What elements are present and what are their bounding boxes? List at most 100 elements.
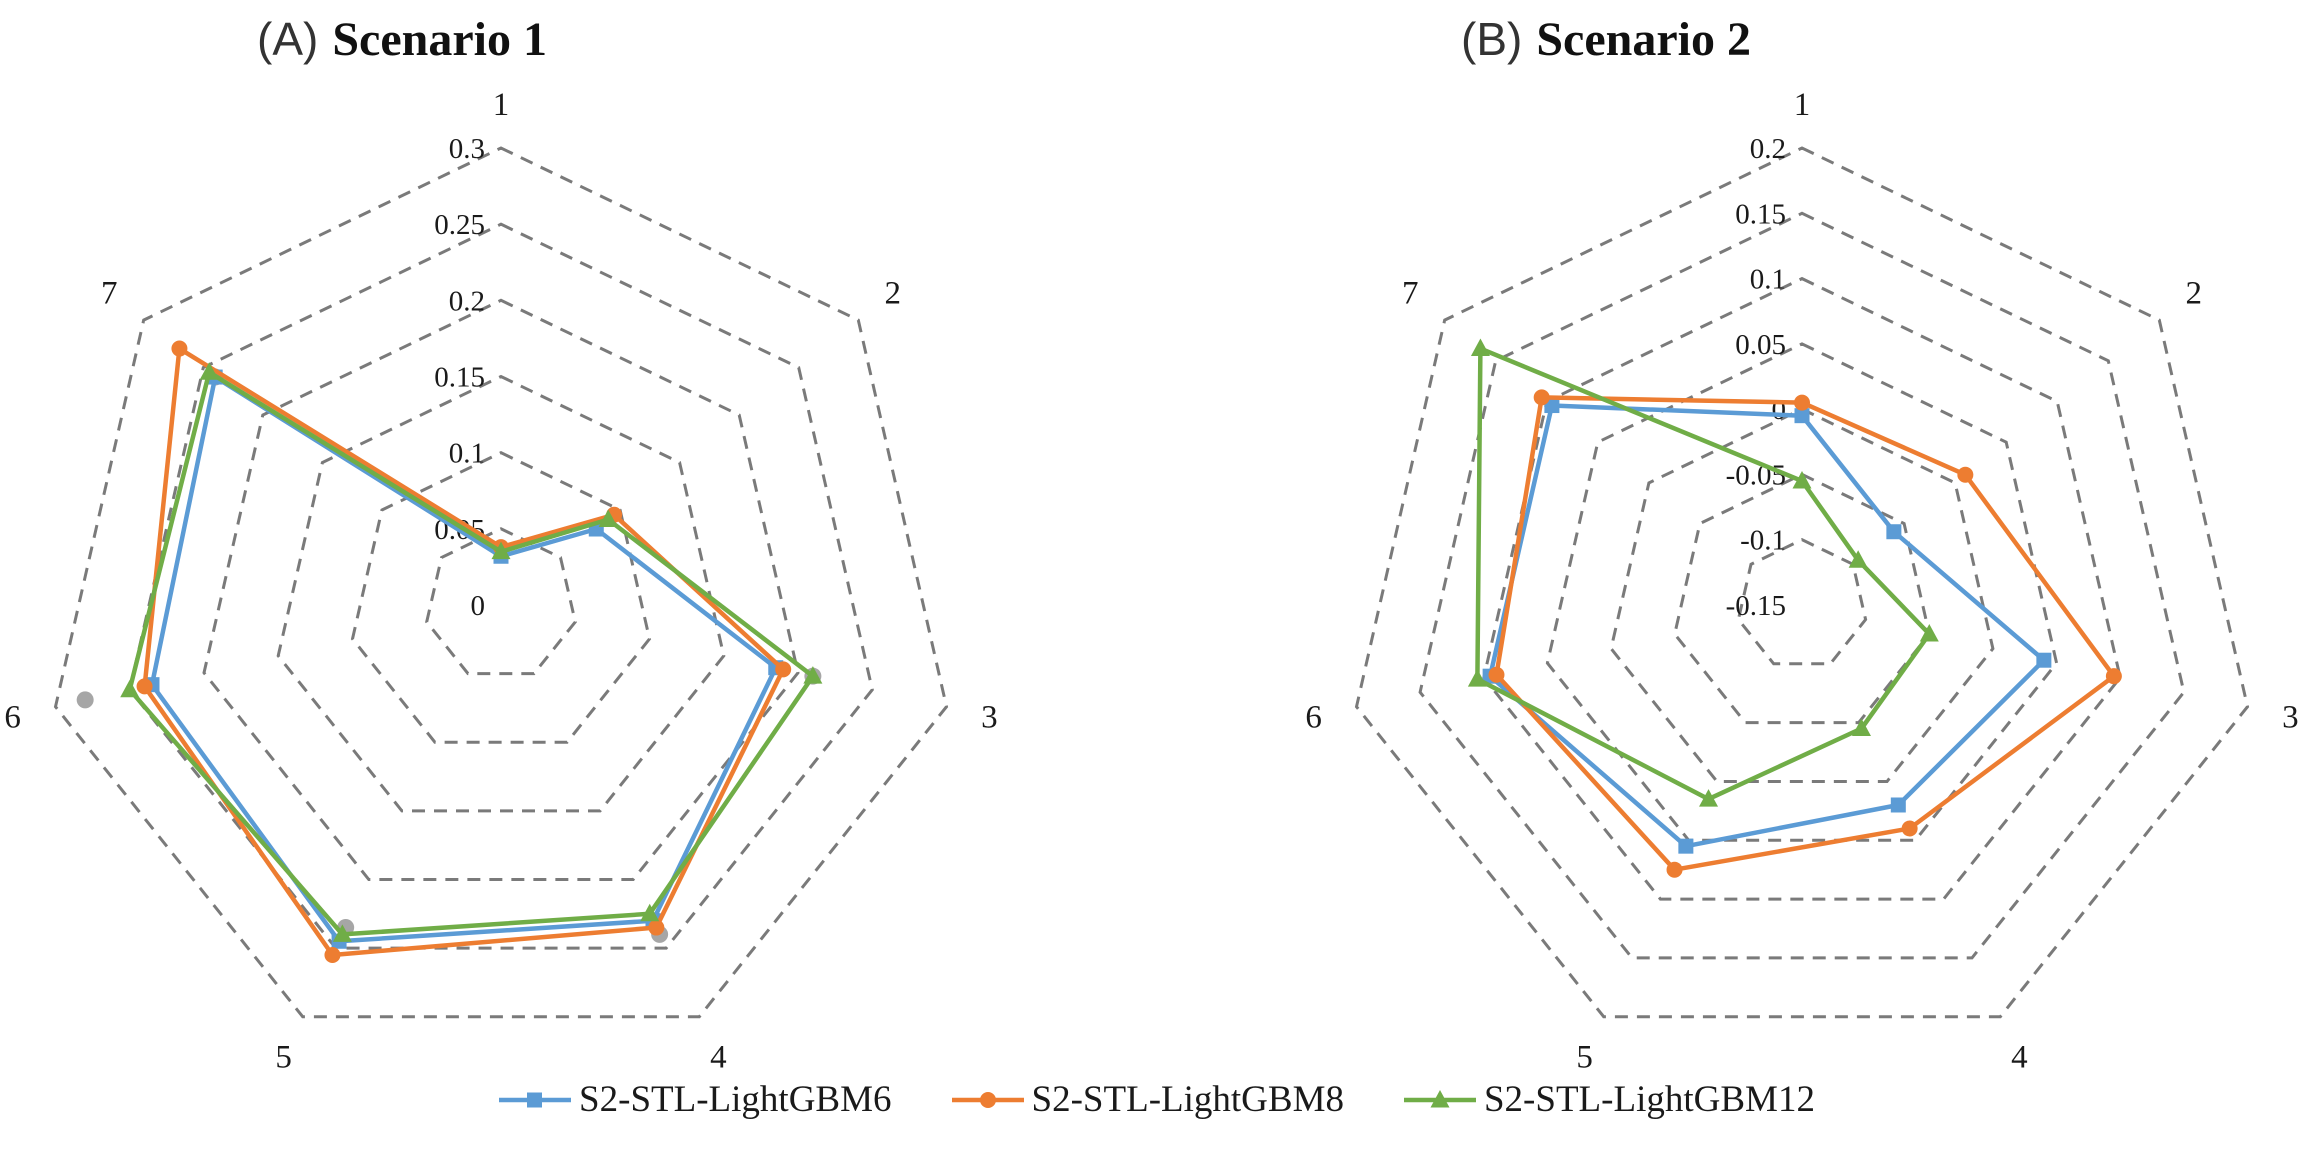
legend-marker-triangle bbox=[1430, 1089, 1450, 1107]
series-marker-circle bbox=[1666, 861, 1683, 878]
series-marker-square bbox=[2036, 652, 2052, 668]
chart-title-scenario-2: (B) Scenario 2 bbox=[1396, 12, 1816, 67]
series-marker-square bbox=[1886, 524, 1902, 540]
series-marker-circle bbox=[136, 678, 153, 695]
category-label: 6 bbox=[4, 700, 21, 736]
series-line-S2-STL-LightGBM8 bbox=[142, 346, 786, 958]
legend-item-s2-stl-lightgbm12: S2-STL-LightGBM12 bbox=[1402, 1078, 1815, 1121]
series-marker-triangle bbox=[332, 924, 352, 942]
category-label: 4 bbox=[710, 1039, 727, 1075]
category-label: 2 bbox=[884, 276, 901, 312]
tick-label: 0.3 bbox=[449, 133, 485, 165]
series-marker-circle bbox=[171, 340, 188, 357]
series-marker-circle bbox=[1488, 666, 1505, 683]
tick-label: 0.1 bbox=[449, 438, 485, 470]
category-label: 5 bbox=[275, 1039, 292, 1075]
legend-item-s2-stl-lightgbm8: S2-STL-LightGBM8 bbox=[950, 1078, 1344, 1121]
series-marker-square bbox=[1678, 838, 1694, 854]
panel-label-a: (A) bbox=[257, 13, 319, 65]
series-marker-circle bbox=[1794, 394, 1810, 411]
series-marker-triangle bbox=[1470, 338, 1490, 357]
category-label: 3 bbox=[2282, 700, 2299, 736]
category-label: 2 bbox=[2185, 276, 2202, 312]
tick-label: 0.15 bbox=[434, 362, 485, 394]
series-marker-triangle bbox=[491, 541, 511, 560]
series-marker-circle bbox=[648, 919, 665, 936]
scenario-name-1: Scenario 1 bbox=[332, 13, 547, 66]
grid-ring bbox=[1418, 211, 2186, 960]
tick-label: 0 bbox=[471, 590, 486, 622]
series-line-S2-STL-LightGBM6 bbox=[1487, 403, 2047, 849]
grid-ring bbox=[128, 222, 874, 950]
tick-label: 0.25 bbox=[434, 209, 485, 241]
series-marker-circle bbox=[324, 946, 341, 963]
series-marker-circle bbox=[1901, 820, 1918, 837]
legend-label: S2-STL-LightGBM8 bbox=[1031, 1079, 1344, 1120]
series-marker-circle bbox=[1957, 466, 1974, 483]
series-marker-triangle bbox=[120, 679, 140, 698]
series-marker-triangle bbox=[803, 666, 823, 684]
series-marker-square bbox=[1890, 797, 1906, 813]
category-label: 6 bbox=[1305, 700, 1322, 736]
tick-label: 0 bbox=[1772, 394, 1787, 426]
tick-label: -0.15 bbox=[1726, 590, 1786, 622]
tick-label: 0.15 bbox=[1735, 198, 1786, 230]
tick-label: -0.1 bbox=[1740, 525, 1786, 557]
chart-title-scenario-1: (A) Scenario 1 bbox=[192, 12, 612, 67]
category-label: 7 bbox=[1402, 276, 1419, 312]
scenario-name-2: Scenario 2 bbox=[1536, 13, 1751, 66]
category-label: 1 bbox=[493, 90, 510, 123]
series-marker-triangle bbox=[1848, 550, 1868, 568]
tick-label: -0.05 bbox=[1726, 459, 1786, 491]
series-marker-circle bbox=[2105, 668, 2122, 685]
tick-label: 0.1 bbox=[1750, 264, 1786, 296]
tick-label: 0.2 bbox=[1750, 133, 1786, 165]
legend-square-marker-icon bbox=[499, 1092, 572, 1107]
grid-ring bbox=[1482, 276, 2122, 901]
series-marker-triangle bbox=[1792, 470, 1812, 489]
grid-ring bbox=[1545, 342, 2059, 842]
tick-label: 0.2 bbox=[449, 285, 485, 317]
series-marker-triangle bbox=[1699, 789, 1719, 807]
series-line-S2-STL-LightGBM8 bbox=[1494, 395, 2117, 872]
legend-item-s2-stl-lightgbm6: S2-STL-LightGBM6 bbox=[497, 1078, 892, 1121]
series-marker-triangle bbox=[199, 362, 219, 380]
legend-circle-marker-icon bbox=[951, 1091, 1024, 1108]
grid-ring bbox=[202, 298, 800, 881]
series-marker-circle bbox=[1533, 389, 1550, 406]
series-marker-triangle bbox=[640, 903, 660, 922]
category-label: 3 bbox=[981, 700, 998, 736]
legend: S2-STL-LightGBM6 S2-STL-LightGBM8 S2-STL-L… bbox=[0, 1078, 2312, 1121]
grid-ring bbox=[1736, 538, 1868, 666]
grid-ring bbox=[53, 146, 949, 1019]
series-marker-triangle bbox=[598, 509, 618, 528]
series-marker-square bbox=[1794, 408, 1810, 424]
category-label: 7 bbox=[101, 276, 118, 312]
series-marker-triangle bbox=[1919, 624, 1939, 642]
legend-marker-square bbox=[527, 1092, 543, 1107]
panel-label-b: (B) bbox=[1461, 13, 1523, 65]
grid-ring bbox=[1354, 146, 2250, 1019]
radar-chart-scenario-2: -0.15 -0.1 -0.05 0 0.05 0.1 0.15 0.21 2 3 4 5 6 7 bbox=[1305, 90, 2299, 1075]
category-label: 5 bbox=[1576, 1039, 1593, 1075]
grid-ring bbox=[350, 451, 652, 744]
category-label: 4 bbox=[2011, 1039, 2028, 1075]
grid-ring bbox=[1609, 407, 1995, 783]
series-line-S2-STL-LightGBM6 bbox=[149, 374, 779, 944]
series-marker-triangle bbox=[1467, 669, 1487, 687]
series-line-S2-STL-LightGBM12 bbox=[1475, 346, 1932, 802]
series-line-S2-STL-LightGBM12 bbox=[127, 370, 816, 937]
category-label: 1 bbox=[1794, 90, 1811, 123]
legend-label: S2-STL-LightGBM12 bbox=[1483, 1079, 1815, 1120]
extra-gray-marker bbox=[76, 691, 94, 709]
legend-triangle-marker-icon bbox=[1403, 1089, 1476, 1107]
grid-ring bbox=[276, 374, 726, 813]
series-marker-circle bbox=[775, 661, 792, 678]
legend-marker-circle bbox=[979, 1091, 996, 1108]
series-marker-triangle bbox=[1851, 718, 1871, 737]
tick-label: 0.05 bbox=[1735, 329, 1786, 361]
legend-label: S2-STL-LightGBM6 bbox=[579, 1079, 892, 1120]
grid-ring bbox=[425, 527, 577, 676]
